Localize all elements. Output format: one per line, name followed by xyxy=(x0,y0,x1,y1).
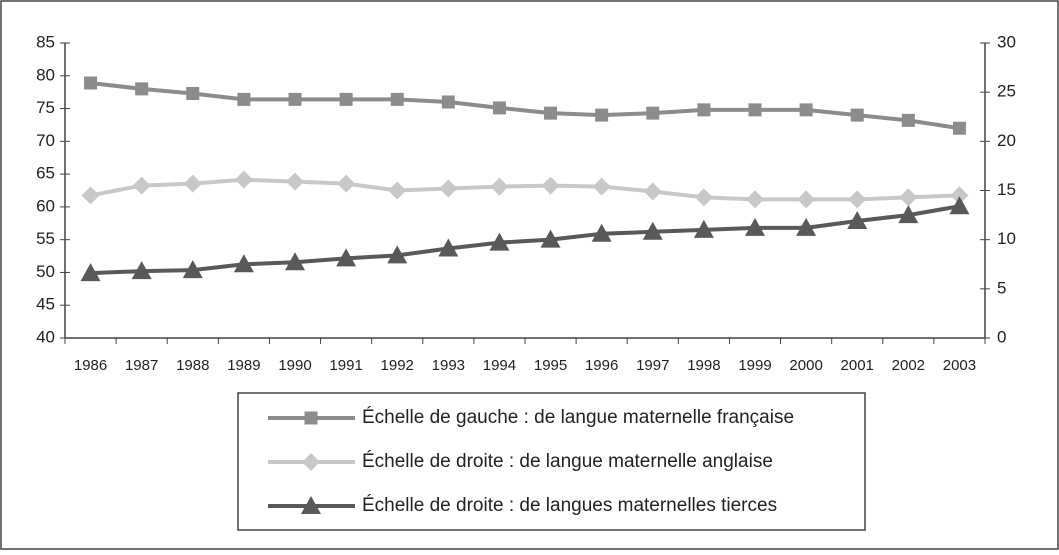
marker xyxy=(850,108,864,122)
marker xyxy=(901,113,915,127)
marker xyxy=(848,190,867,209)
marker xyxy=(540,229,561,248)
marker xyxy=(441,95,455,109)
x-tick-label: 1996 xyxy=(585,357,618,374)
marker xyxy=(182,260,203,279)
marker xyxy=(387,245,408,264)
marker xyxy=(135,82,149,96)
marker xyxy=(285,252,305,271)
marker xyxy=(797,190,816,209)
y2-tick-label: 15 xyxy=(997,180,1016,199)
legend-label: Échelle de droite : de langue maternelle… xyxy=(362,451,773,472)
legend-label: Échelle de gauche : de langue maternelle… xyxy=(362,407,794,428)
marker xyxy=(748,103,762,117)
series-line xyxy=(90,204,960,276)
x-tick-label: 1986 xyxy=(74,357,107,374)
x-tick-label: 1992 xyxy=(381,357,414,374)
y2-tick-label: 20 xyxy=(997,131,1016,150)
marker xyxy=(745,217,765,236)
marker xyxy=(288,92,302,106)
y2-tick-label: 0 xyxy=(997,327,1006,346)
series-line xyxy=(90,81,960,131)
x-tick-label: 1998 xyxy=(687,357,720,374)
x-tick-label: 1987 xyxy=(125,357,158,374)
marker xyxy=(646,106,660,120)
marker xyxy=(694,188,713,207)
marker xyxy=(233,254,254,273)
marker xyxy=(301,496,321,514)
marker xyxy=(304,411,318,425)
marker xyxy=(799,103,813,117)
marker xyxy=(643,182,662,201)
marker xyxy=(84,76,98,90)
y2-tick-label: 25 xyxy=(997,82,1016,101)
marker xyxy=(438,238,459,257)
x-tick-label: 1997 xyxy=(636,357,669,374)
y-tick-label: 65 xyxy=(36,164,55,183)
marker xyxy=(337,174,356,193)
marker xyxy=(339,92,353,106)
marker xyxy=(132,176,151,195)
y-tick-label: 85 xyxy=(36,32,55,51)
marker xyxy=(591,223,612,242)
x-tick-label: 2000 xyxy=(789,357,822,374)
y-tick-label: 50 xyxy=(36,262,55,281)
marker xyxy=(234,170,253,189)
marker xyxy=(693,219,714,238)
y-tick-label: 55 xyxy=(36,229,55,248)
marker xyxy=(490,177,509,196)
marker xyxy=(302,453,320,471)
marker xyxy=(642,221,663,240)
marker xyxy=(186,86,200,100)
marker xyxy=(950,186,969,205)
marker xyxy=(390,92,404,106)
y-tick-label: 40 xyxy=(36,327,55,346)
x-tick-label: 1988 xyxy=(176,357,209,374)
x-tick-label: 2002 xyxy=(892,357,925,374)
y2-tick-label: 30 xyxy=(997,32,1016,51)
marker xyxy=(183,174,202,193)
marker xyxy=(492,101,506,115)
marker xyxy=(746,190,764,209)
x-tick-label: 2003 xyxy=(943,357,976,374)
marker xyxy=(592,177,611,196)
marker xyxy=(697,103,711,117)
marker xyxy=(541,176,560,195)
y-tick-label: 80 xyxy=(36,65,55,84)
marker xyxy=(237,92,251,106)
marker xyxy=(336,248,357,267)
x-tick-label: 2001 xyxy=(841,357,874,374)
marker xyxy=(439,179,458,198)
y2-tick-label: 10 xyxy=(997,229,1016,248)
marker xyxy=(847,210,868,229)
legend-label: Échelle de droite : de langues maternell… xyxy=(362,495,777,516)
marker xyxy=(952,121,966,135)
marker xyxy=(81,186,100,205)
x-tick-label: 1999 xyxy=(738,357,771,374)
x-tick-label: 1995 xyxy=(534,357,567,374)
marker xyxy=(898,205,919,224)
marker xyxy=(949,196,970,215)
y-tick-label: 60 xyxy=(36,196,55,215)
marker xyxy=(796,217,817,236)
x-tick-label: 1994 xyxy=(483,357,516,374)
marker xyxy=(595,108,609,122)
marker xyxy=(899,188,918,207)
y-tick-label: 70 xyxy=(36,131,55,150)
marker xyxy=(131,261,152,280)
marker xyxy=(388,181,407,200)
y2-tick-label: 5 xyxy=(997,278,1006,297)
y-tick-label: 45 xyxy=(36,295,55,314)
marker xyxy=(80,263,101,282)
marker xyxy=(489,232,510,251)
marker xyxy=(544,106,558,120)
x-tick-label: 1989 xyxy=(227,357,260,374)
y-tick-label: 75 xyxy=(36,98,55,117)
x-tick-label: 1990 xyxy=(278,357,311,374)
x-tick-label: 1993 xyxy=(432,357,465,374)
x-tick-label: 1991 xyxy=(329,357,362,374)
marker xyxy=(286,172,304,191)
